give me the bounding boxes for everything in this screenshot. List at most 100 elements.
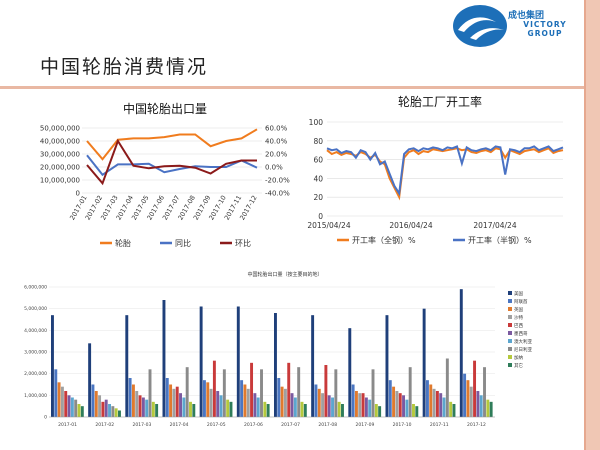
chart3-x-tick: 2017-12	[467, 422, 486, 428]
chart3-bar	[425, 380, 429, 417]
chart3-bar	[57, 382, 61, 417]
chart3-bar	[371, 369, 375, 417]
chart3-bar	[114, 408, 118, 417]
chart3-bar	[388, 380, 392, 417]
chart3-legend-label: 其它	[514, 362, 523, 369]
chart3-bar	[479, 395, 483, 417]
chart2-y-tick: 80	[313, 137, 323, 146]
chart3-legend-label: 澳大利亚	[514, 338, 532, 345]
slide-edge	[586, 0, 600, 450]
chart3-x-tick: 2017-02	[95, 422, 114, 428]
chart3-bar	[202, 380, 206, 417]
chart3-bar	[155, 404, 159, 417]
chart3-bar	[452, 404, 456, 417]
chart3-bar	[250, 362, 254, 417]
chart1-legend-label: 环比	[235, 238, 251, 248]
chart3-y-tick: 0	[44, 415, 47, 421]
chart1-series-line-2	[86, 138, 257, 186]
chart3-bar	[364, 397, 368, 417]
operating-rate-chart: 轮胎工厂开工率 0 20 40 60 80 100 2015/04/24 2016/04/24 2…	[307, 94, 564, 245]
chart3-bar	[439, 393, 443, 417]
chart3-bar	[263, 401, 267, 417]
chart3-bar	[179, 393, 182, 417]
chart3-bar	[314, 384, 318, 417]
chart3-bar	[476, 391, 480, 417]
chart3-bar	[236, 306, 240, 417]
chart3-x-tick: 2017-01	[58, 422, 77, 428]
chart3-bar	[463, 373, 467, 417]
chart3-bar	[54, 369, 58, 417]
chart3-bar	[297, 367, 301, 417]
chart3-bar	[108, 404, 111, 417]
chart3-bar	[361, 393, 365, 417]
chart3-bar	[412, 404, 415, 417]
chart3-bar	[449, 401, 453, 417]
chart1-series-line-0	[86, 128, 258, 161]
chart1-legend-label: 同比	[175, 238, 191, 248]
chart1-y-left-tick: 50,000,000	[40, 125, 80, 133]
chart3-bar	[260, 369, 263, 417]
chart3-bar	[283, 388, 287, 417]
chart3-bar	[385, 315, 389, 417]
chart2-y-tick: 20	[313, 193, 323, 202]
chart3-bar	[378, 406, 382, 417]
chart3-bar	[172, 388, 176, 417]
chart3-bar	[266, 404, 270, 417]
chart3-legend-label: 巴西	[514, 323, 523, 329]
chart3-bar	[51, 315, 54, 417]
chart3-bar	[145, 399, 149, 417]
chart3-bar	[324, 365, 328, 417]
chart2-legend-label: 开工率（全钢）%	[352, 235, 416, 245]
chart3-legend-swatch	[508, 315, 512, 319]
chart1-y-right-tick: -20.0%	[265, 177, 290, 185]
chart3-bar	[67, 395, 71, 417]
chart3-bar	[138, 395, 142, 417]
chart2-series-line-1	[326, 145, 564, 197]
logo-en-text: VICTORY GROUP	[510, 20, 580, 38]
chart3-x-tick: 2017-05	[207, 422, 226, 428]
chart2-y-tick: 40	[313, 174, 323, 183]
chart3-bar	[141, 397, 145, 417]
chart3-legend-swatch	[508, 363, 512, 367]
chart3-bar	[408, 367, 412, 417]
chart3-legend-label: 美国	[514, 290, 523, 297]
chart3-bar	[331, 397, 334, 417]
chart3-bar	[199, 306, 203, 417]
chart3-bar	[432, 388, 436, 417]
chart3-bar	[118, 410, 121, 417]
chart1-y-right-tick: 60.0%	[265, 125, 288, 133]
chart3-bar	[445, 358, 449, 417]
chart3-legend-swatch	[508, 355, 512, 359]
chart3-bar	[415, 406, 419, 417]
chart3-bar	[337, 401, 341, 417]
chart3-bar	[277, 378, 281, 417]
chart3-x-tick: 2017-09	[356, 422, 375, 428]
slide-edge-line	[584, 0, 586, 450]
chart3-bar	[243, 384, 247, 417]
chart2-x-tick: 2017/04/24	[473, 221, 516, 230]
chart1-y-left-tick: 30,000,000	[40, 151, 80, 159]
chart3-bar	[70, 397, 74, 417]
chart3-bar	[392, 386, 396, 417]
chart3-bar	[334, 369, 338, 417]
victory-group-logo	[453, 5, 507, 47]
chart1-y-right-tick: 40.0%	[265, 138, 288, 146]
chart3-legend-label: 英国	[514, 306, 523, 313]
chart3-bar	[246, 388, 250, 417]
chart3-legend-swatch	[508, 323, 512, 327]
chart3-bar	[466, 380, 470, 417]
chart3-bar	[222, 369, 226, 417]
chart3-bar	[358, 393, 362, 417]
chart3-legend-swatch	[508, 299, 512, 303]
chart3-bar	[303, 404, 307, 417]
chart3-bar	[368, 399, 372, 417]
chart3-x-tick: 2017-03	[133, 422, 152, 428]
chart3-bar	[98, 395, 102, 417]
chart3-x-tick: 2017-11	[430, 422, 449, 428]
chart3-legend-swatch	[508, 307, 512, 311]
chart3-legend-swatch	[508, 291, 512, 295]
chart3-bar	[185, 367, 189, 417]
logo-cn-text: 成也集团	[508, 11, 545, 21]
chart3-bar	[189, 401, 192, 417]
